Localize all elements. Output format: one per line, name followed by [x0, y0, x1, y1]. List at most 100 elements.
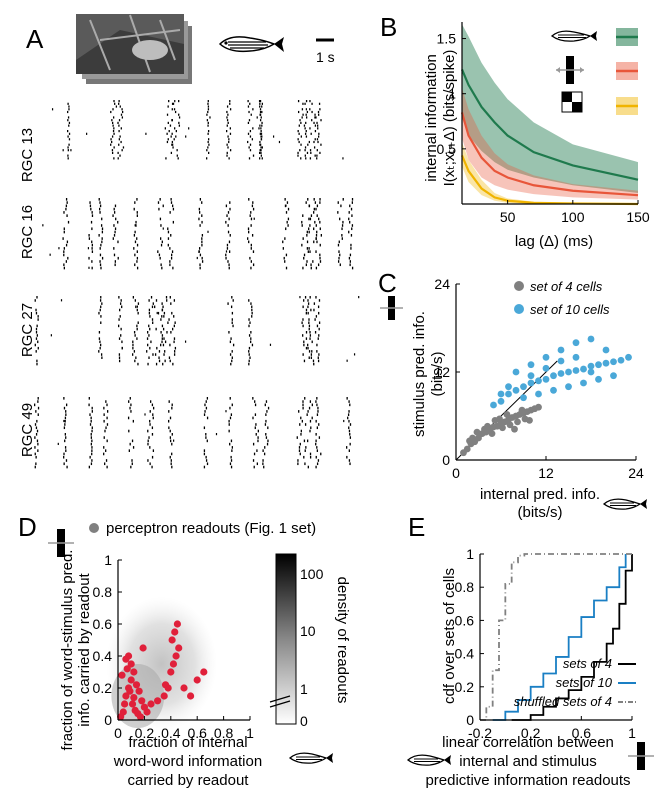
- spike: [91, 446, 93, 449]
- spike: [248, 359, 250, 363]
- spike: [114, 102, 116, 105]
- panel-d-chart: 00 0.2 0.2 0.4 0.4 0.6 0.6 0.8 0.8 1 1: [93, 552, 255, 741]
- spike: [173, 315, 175, 318]
- spike: [173, 353, 176, 356]
- spike: [168, 318, 170, 321]
- spike: [63, 250, 65, 253]
- movie-frames-image: [76, 14, 192, 84]
- spike: [101, 227, 104, 231]
- spike: [265, 400, 268, 403]
- spike: [103, 419, 105, 423]
- spike: [303, 124, 306, 127]
- spike: [299, 119, 301, 122]
- spike: [101, 217, 103, 221]
- readout-point: [161, 681, 170, 689]
- spike: [228, 266, 230, 270]
- spike: [120, 127, 122, 130]
- spike: [35, 455, 37, 459]
- spike: [206, 157, 208, 160]
- spike: [172, 362, 174, 366]
- spike: [308, 318, 310, 321]
- readout-point: [126, 687, 134, 695]
- spike: [252, 442, 255, 446]
- spike: [351, 227, 353, 231]
- point-set10: [535, 377, 542, 385]
- spike: [252, 108, 254, 111]
- spike: [163, 337, 165, 340]
- spike: [98, 311, 100, 315]
- spike: [36, 419, 38, 423]
- spike: [319, 253, 321, 257]
- spike: [232, 299, 234, 302]
- spike: [171, 442, 173, 446]
- spike: [173, 337, 176, 340]
- spike: [167, 105, 169, 108]
- readout-point: [130, 668, 138, 676]
- spike: [228, 429, 230, 433]
- spike: [67, 102, 69, 105]
- spike: [173, 138, 175, 141]
- spike: [231, 359, 233, 363]
- spike: [309, 217, 312, 221]
- spike: [348, 426, 350, 430]
- spike: [259, 102, 261, 105]
- spike: [137, 311, 139, 315]
- spike: [313, 121, 315, 124]
- point-set4: [473, 428, 481, 436]
- spike: [136, 256, 139, 260]
- spike: [310, 214, 313, 217]
- spike: [309, 157, 312, 160]
- spike: [316, 154, 318, 157]
- spike: [315, 433, 317, 436]
- spike: [171, 119, 173, 122]
- spike: [132, 346, 134, 350]
- point-set4: [506, 421, 514, 429]
- point-set10: [512, 368, 520, 376]
- spike: [90, 462, 93, 466]
- spike: [313, 227, 315, 231]
- spike: [349, 260, 351, 263]
- point-set10: [527, 372, 535, 380]
- spike: [349, 253, 352, 257]
- spike: [339, 263, 341, 267]
- spike: [63, 211, 65, 214]
- spike: [298, 449, 301, 452]
- spike: [106, 439, 108, 443]
- spike: [101, 356, 103, 359]
- spike: [260, 151, 262, 154]
- spike: [258, 100, 261, 103]
- spike: [196, 256, 198, 260]
- spike: [262, 459, 264, 462]
- spike: [229, 442, 231, 446]
- spike: [63, 227, 65, 231]
- spike: [50, 334, 52, 337]
- spike: [305, 100, 308, 103]
- spike: [318, 436, 321, 439]
- spike: [318, 321, 321, 324]
- spike: [112, 124, 114, 127]
- spike: [207, 121, 209, 124]
- spike: [207, 108, 210, 111]
- point-set10: [587, 362, 595, 370]
- spike: [132, 343, 134, 347]
- spike: [301, 243, 303, 247]
- spike: [113, 234, 116, 237]
- spike: [63, 419, 65, 423]
- spike: [300, 157, 302, 160]
- spike: [250, 260, 252, 263]
- spike: [251, 204, 254, 208]
- panel-d-xtick-label: 0.4: [161, 725, 181, 741]
- spike: [301, 116, 303, 119]
- spike: [91, 243, 94, 247]
- spike: [148, 436, 150, 439]
- spike: [156, 311, 158, 315]
- spike: [173, 299, 176, 302]
- spike: [167, 121, 169, 124]
- spike: [317, 337, 319, 340]
- panel-c-ytick-label: 24: [434, 276, 450, 292]
- spike: [226, 119, 229, 122]
- readout-point: [172, 652, 180, 660]
- spike: [249, 256, 251, 260]
- spike: [249, 149, 252, 152]
- spike: [65, 243, 68, 247]
